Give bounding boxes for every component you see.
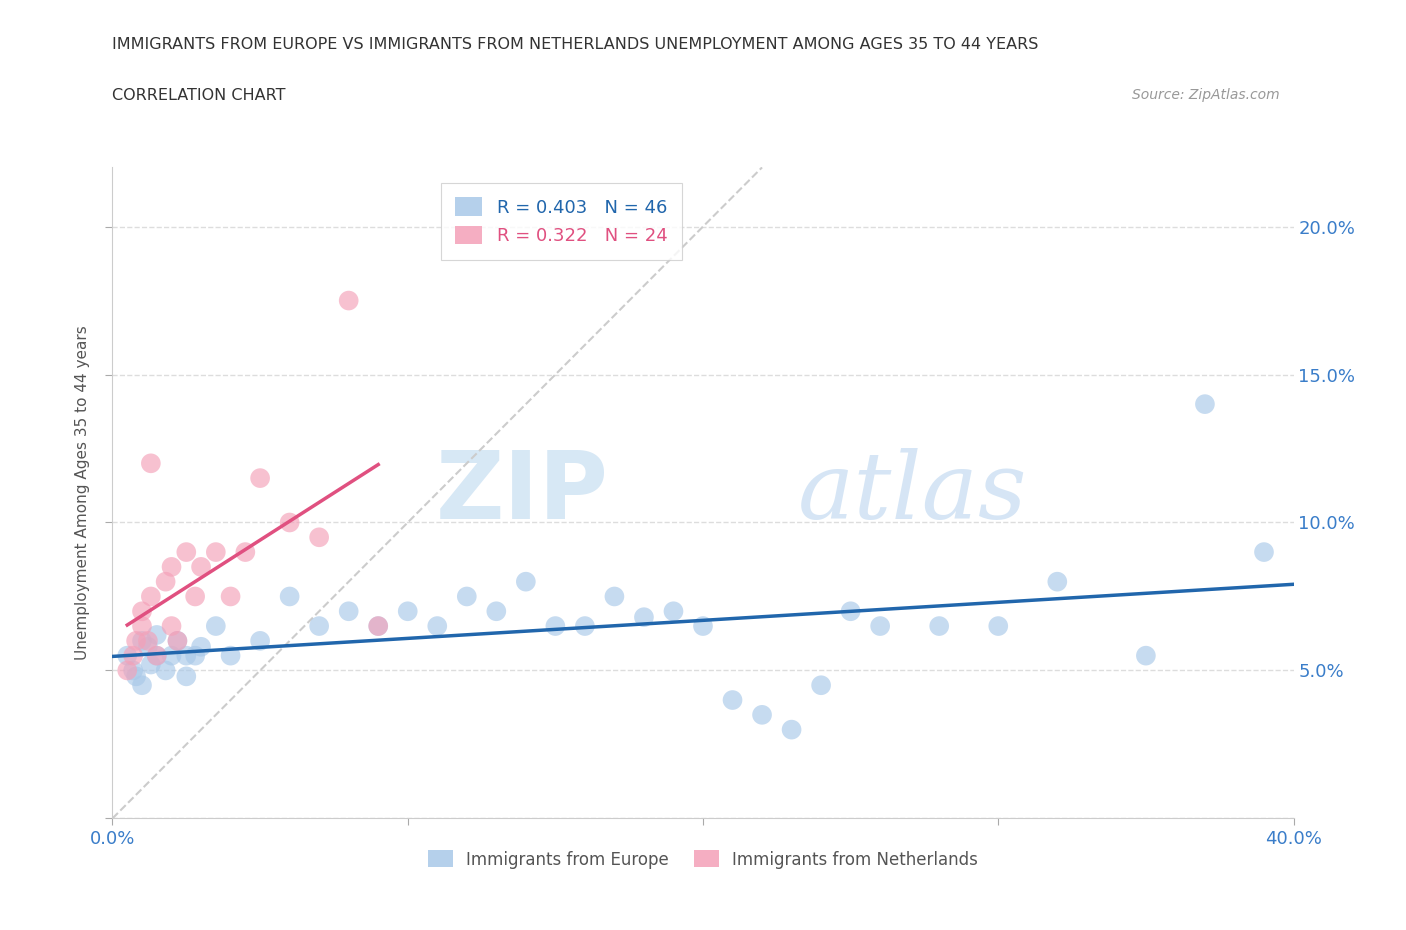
Point xyxy=(839,604,862,618)
Point xyxy=(125,633,148,648)
Point xyxy=(205,618,228,633)
Point xyxy=(166,633,188,648)
Point xyxy=(780,723,803,737)
Point xyxy=(485,604,508,618)
Point xyxy=(139,456,162,471)
Point xyxy=(367,618,389,633)
Point xyxy=(544,618,567,633)
Point xyxy=(662,604,685,618)
Point xyxy=(131,633,153,648)
Point xyxy=(139,589,162,604)
Point xyxy=(155,663,177,678)
Point xyxy=(249,471,271,485)
Point xyxy=(184,589,207,604)
Point xyxy=(146,648,169,663)
Point xyxy=(131,604,153,618)
Point xyxy=(174,545,197,560)
Point xyxy=(456,589,478,604)
Point xyxy=(233,545,256,560)
Point xyxy=(136,633,159,648)
Point xyxy=(810,678,832,693)
Point xyxy=(146,648,169,663)
Point xyxy=(131,678,153,693)
Point xyxy=(337,293,360,308)
Point xyxy=(166,633,188,648)
Y-axis label: Unemployment Among Ages 35 to 44 years: Unemployment Among Ages 35 to 44 years xyxy=(75,326,90,660)
Point xyxy=(146,628,169,643)
Point xyxy=(219,589,242,604)
Point xyxy=(308,618,330,633)
Point xyxy=(987,618,1010,633)
Point xyxy=(603,589,626,604)
Point xyxy=(190,560,212,575)
Point xyxy=(692,618,714,633)
Point xyxy=(426,618,449,633)
Point xyxy=(117,663,138,678)
Text: atlas: atlas xyxy=(797,448,1026,538)
Point xyxy=(174,669,197,684)
Point xyxy=(751,708,773,723)
Point xyxy=(122,648,145,663)
Text: ZIP: ZIP xyxy=(436,447,609,538)
Point xyxy=(396,604,419,618)
Point xyxy=(278,515,301,530)
Text: Source: ZipAtlas.com: Source: ZipAtlas.com xyxy=(1132,88,1279,102)
Point xyxy=(1046,574,1069,589)
Point xyxy=(337,604,360,618)
Point xyxy=(160,560,183,575)
Point xyxy=(205,545,228,560)
Point xyxy=(367,618,389,633)
Point xyxy=(308,530,330,545)
Point xyxy=(869,618,891,633)
Point xyxy=(122,663,145,678)
Legend: Immigrants from Europe, Immigrants from Netherlands: Immigrants from Europe, Immigrants from … xyxy=(422,844,984,875)
Point xyxy=(515,574,537,589)
Point xyxy=(1135,648,1157,663)
Point xyxy=(219,648,242,663)
Point xyxy=(131,618,153,633)
Point xyxy=(190,639,212,654)
Text: CORRELATION CHART: CORRELATION CHART xyxy=(112,88,285,103)
Point xyxy=(125,669,148,684)
Point xyxy=(278,589,301,604)
Point xyxy=(174,648,197,663)
Point xyxy=(155,574,177,589)
Point xyxy=(136,639,159,654)
Point xyxy=(1194,397,1216,412)
Point xyxy=(139,658,162,672)
Point xyxy=(249,633,271,648)
Text: IMMIGRANTS FROM EUROPE VS IMMIGRANTS FROM NETHERLANDS UNEMPLOYMENT AMONG AGES 35: IMMIGRANTS FROM EUROPE VS IMMIGRANTS FRO… xyxy=(112,37,1039,52)
Point xyxy=(160,648,183,663)
Point xyxy=(721,693,744,708)
Point xyxy=(574,618,596,633)
Point xyxy=(184,648,207,663)
Point xyxy=(1253,545,1275,560)
Point xyxy=(928,618,950,633)
Point xyxy=(117,648,138,663)
Point xyxy=(160,618,183,633)
Point xyxy=(633,610,655,625)
